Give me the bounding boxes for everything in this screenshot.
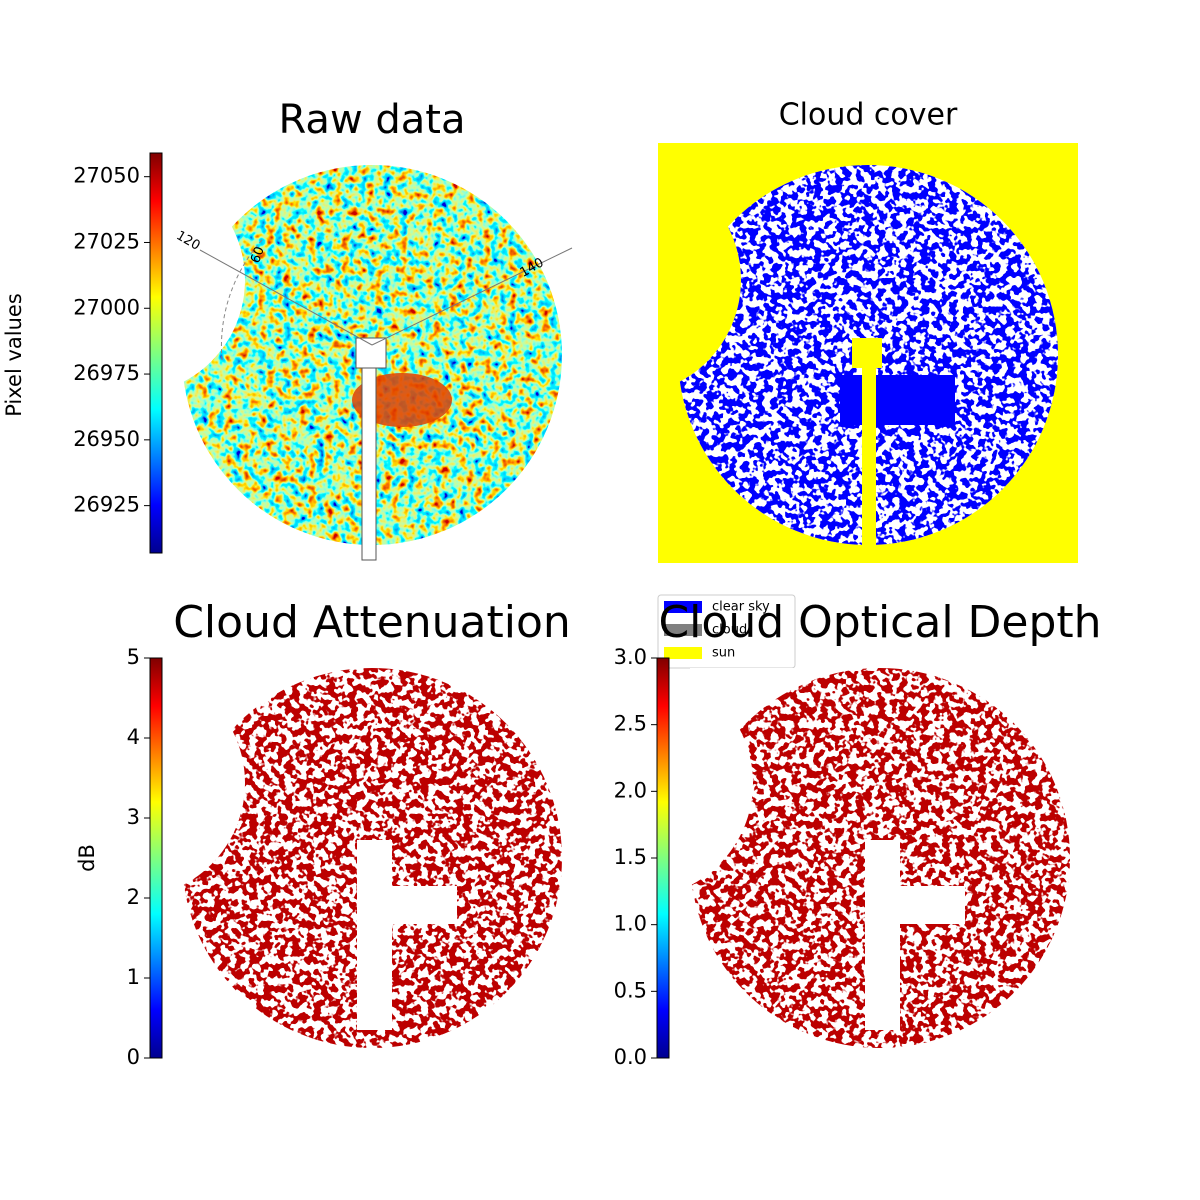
sun-patch bbox=[352, 373, 452, 427]
legend-label: cloud bbox=[712, 623, 747, 638]
legend-label: clear sky bbox=[712, 600, 770, 615]
sun-shade-box bbox=[852, 338, 882, 368]
angle-label: 60 bbox=[248, 245, 268, 266]
sun-shade bbox=[357, 840, 392, 1030]
colorbar-tick-label: 27000 bbox=[73, 295, 140, 319]
colorbar-tick-label: 0.5 bbox=[614, 978, 647, 1002]
colorbar-tick-label: 27025 bbox=[73, 229, 140, 253]
legend-swatch bbox=[664, 647, 702, 659]
legend-label: sun bbox=[712, 646, 735, 661]
colorbar bbox=[149, 152, 163, 554]
panels: 12060140269252695026975270002702527050Pi… bbox=[2, 97, 1102, 1069]
colorbar-tick-label: 27050 bbox=[73, 164, 140, 188]
grid-line bbox=[371, 247, 573, 346]
colorbar-tick-label: 26950 bbox=[73, 427, 140, 451]
colorbar-tick-label: 2.0 bbox=[614, 778, 647, 802]
panel-title: Cloud cover bbox=[779, 98, 958, 133]
colorbar-label: Pixel values bbox=[2, 293, 26, 417]
colorbar-tick-label: 3 bbox=[127, 805, 140, 829]
colorbar-tick-label: 26925 bbox=[73, 493, 140, 517]
panel-title: Raw data bbox=[279, 97, 466, 143]
sun-shade bbox=[865, 840, 900, 1030]
grid-line bbox=[199, 249, 373, 346]
colorbar-tick-label: 2 bbox=[127, 885, 140, 909]
legend-swatch bbox=[664, 624, 702, 636]
colorbar-tick-label: 1 bbox=[127, 965, 140, 989]
colorbar-tick-label: 26975 bbox=[73, 361, 140, 385]
colorbar-tick-label: 1.5 bbox=[614, 845, 647, 869]
colorbar-tick-label: 3.0 bbox=[614, 645, 647, 669]
sun-shade bbox=[862, 360, 876, 555]
sun-shade-box bbox=[355, 337, 387, 369]
colorbar bbox=[656, 657, 670, 1059]
panel-title: Cloud Optical Depth bbox=[658, 597, 1101, 648]
colorbar-tick-label: 4 bbox=[127, 725, 140, 749]
colorbar bbox=[149, 657, 163, 1059]
sun-region bbox=[840, 375, 955, 425]
grid-arc bbox=[220, 239, 263, 361]
legend-swatch bbox=[664, 601, 702, 613]
colorbar-label: dB bbox=[75, 844, 99, 872]
colorbar-tick-label: 0 bbox=[127, 1045, 140, 1069]
colorbar-tick-label: 1.0 bbox=[614, 912, 647, 936]
colorbar-tick-label: 0.0 bbox=[614, 1045, 647, 1069]
sun-shade-box bbox=[357, 886, 457, 924]
colorbar-tick-label: 5 bbox=[127, 645, 140, 669]
sun-shade bbox=[361, 359, 377, 561]
colorbar-tick-label: 2.5 bbox=[614, 712, 647, 736]
sun-shade-box bbox=[865, 886, 965, 924]
panel-title: Cloud Attenuation bbox=[173, 597, 571, 648]
